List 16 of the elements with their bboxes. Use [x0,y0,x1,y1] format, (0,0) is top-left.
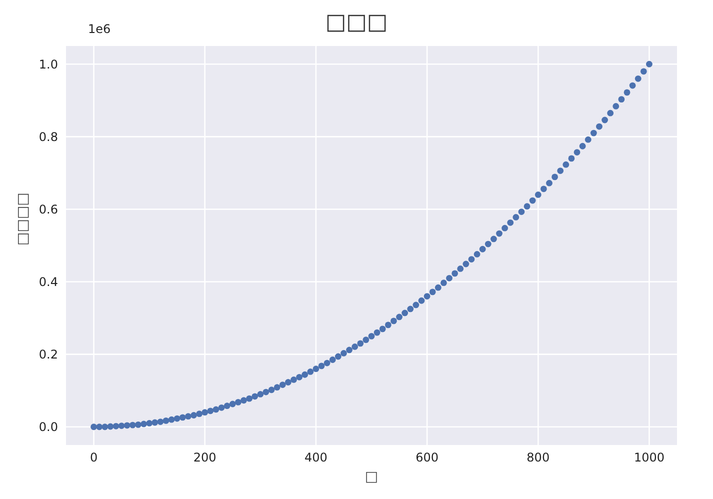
x-tick-label: 0 [90,450,98,465]
y-tick-label: 0.2 [38,348,58,362]
y-tick-label: 0.4 [38,275,58,290]
y-tick-label: 1.0 [38,57,58,72]
x-tick-label: 800 [526,450,550,465]
y-tick-label: 0.8 [38,130,58,144]
text: 1e6 [88,22,111,36]
x-tick-label: 600 [416,450,438,465]
y-tick-label: 0.6 [38,202,58,216]
chart-title: □□□ [325,10,388,35]
x-axis-title: □ [364,469,378,485]
y-axis-title: □□□□ [14,192,31,246]
y-tick-label: 0.0 [38,420,58,434]
x-tick-label: 1000 [634,450,664,465]
x-tick-label: 400 [304,450,328,465]
x-tick-label: 200 [193,450,216,465]
